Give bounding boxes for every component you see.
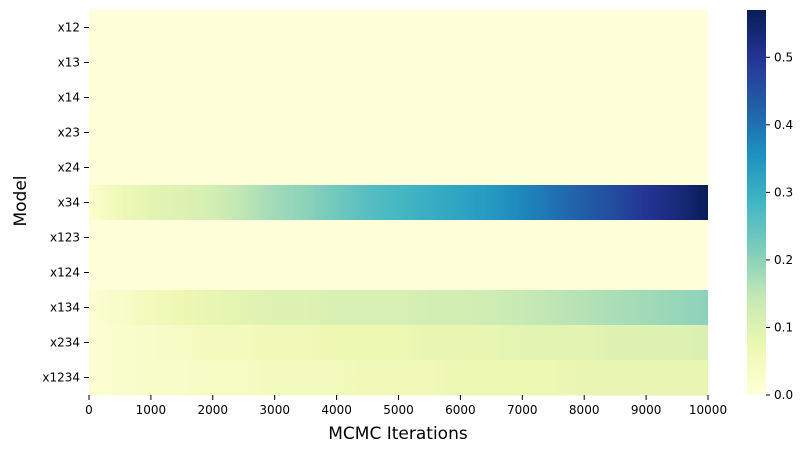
heatmap-row-x234 xyxy=(89,325,708,361)
y-tick-label: x134 xyxy=(50,301,80,315)
colorbar-tick-label: 0.2 xyxy=(774,253,793,267)
x-tick-label: 6000 xyxy=(445,403,476,417)
x-tick-label: 9000 xyxy=(631,403,662,417)
colorbar: 0.0 0.1 0.2 0.3 0.4 0.5 xyxy=(747,10,793,402)
colorbar-gradient xyxy=(747,10,766,395)
heatmap-row-x34 xyxy=(89,185,708,221)
y-tick-label: x34 xyxy=(58,196,80,210)
heatmap-row-x14 xyxy=(89,80,708,116)
x-axis-title: MCMC Iterations xyxy=(328,424,468,444)
x-tick-label: 7000 xyxy=(507,403,538,417)
heatmap-row-x24 xyxy=(89,150,708,186)
x-tick-label: 3000 xyxy=(259,403,290,417)
x-tick-label: 8000 xyxy=(569,403,600,417)
y-tick-label: x234 xyxy=(50,336,80,350)
x-tick-label: 10000 xyxy=(689,403,727,417)
x-tick-label: 1000 xyxy=(136,403,167,417)
colorbar-tick-label: 0.0 xyxy=(774,388,793,402)
x-tick-label: 4000 xyxy=(321,403,352,417)
colorbar-tick-label: 0.3 xyxy=(774,185,793,199)
heatmap-row-x1234 xyxy=(89,360,708,396)
y-tick-label: x23 xyxy=(58,126,80,140)
x-tick-label: 0 xyxy=(85,403,93,417)
heatmap-cells xyxy=(89,10,708,396)
y-tick-label: x14 xyxy=(58,91,80,105)
x-tick-label: 2000 xyxy=(198,403,229,417)
y-tick-label: x24 xyxy=(58,161,80,175)
y-axis: x12 x13 x14 x23 x24 x34 x123 x124 x134 x234 x1234 xyxy=(42,21,89,385)
heatmap-row-x134 xyxy=(89,290,708,326)
heatmap-row-x124 xyxy=(89,255,708,291)
heatmap-row-x12 xyxy=(89,10,708,46)
x-tick-label: 5000 xyxy=(383,403,414,417)
heatmap-row-x13 xyxy=(89,45,708,81)
y-tick-label: x124 xyxy=(50,266,80,280)
x-axis: 0 1000 2000 3000 4000 5000 6000 7000 8000 9000 100… xyxy=(85,395,727,417)
y-tick-label: x12 xyxy=(58,21,80,35)
y-tick-label: x13 xyxy=(58,56,80,70)
y-axis-title: Model xyxy=(11,175,31,226)
heatmap-row-x23 xyxy=(89,115,708,151)
y-tick-label: x1234 xyxy=(42,371,80,385)
y-tick-label: x123 xyxy=(50,231,80,245)
heatmap-row-x123 xyxy=(89,220,708,256)
colorbar-tick-label: 0.4 xyxy=(774,118,793,132)
colorbar-tick-label: 0.1 xyxy=(774,320,793,334)
colorbar-tick-label: 0.5 xyxy=(774,50,793,64)
